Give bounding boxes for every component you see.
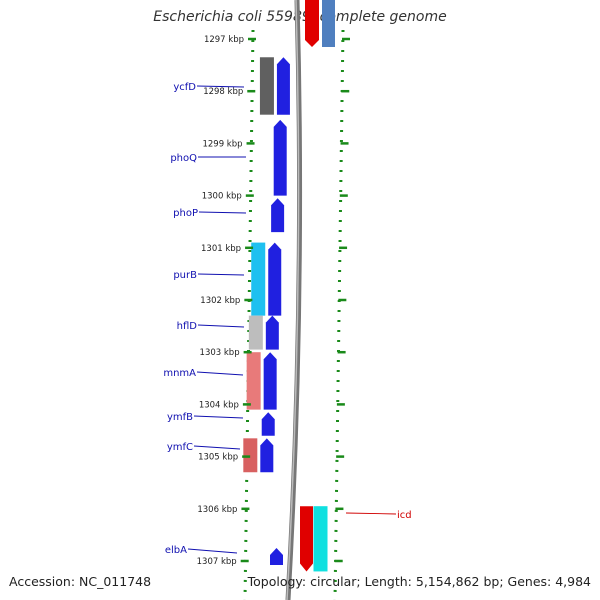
gene-label-ycfD[interactable]: ycfD: [173, 82, 196, 93]
gene-arrow-phoQ[interactable]: [273, 119, 287, 196]
gene-label-leader: [345, 512, 397, 515]
feature-block: [246, 352, 261, 410]
feature-blocks: [243, 0, 335, 572]
tick-label: 1303 kbp: [200, 348, 240, 358]
gene-arrow-ymfB[interactable]: [261, 412, 275, 436]
feature-block: [251, 242, 266, 316]
gene-arrow-phoP[interactable]: [271, 198, 285, 233]
topology-text: Topology: circular; Length: 5,154,862 bp…: [247, 574, 591, 589]
backbone-line: [285, 0, 303, 600]
gene-arrow-elbA[interactable]: [270, 548, 283, 565]
tick-label: 1305 kbp: [198, 453, 238, 463]
map-title: Escherichia coli 55989, complete genome: [153, 9, 447, 25]
tick-label: 1297 kbp: [204, 35, 244, 45]
top-feature-block-blue: [322, 0, 335, 47]
gene-arrow-mnmA[interactable]: [263, 352, 277, 410]
gene-label-leader: [193, 415, 244, 419]
tick-label: 1301 kbp: [201, 244, 241, 254]
gene-label-mnmA[interactable]: mnmA: [163, 368, 196, 379]
top-gene-arrow-red: [305, 0, 319, 47]
scale-ticks: 1297 kbp 1298 kbp 1299 kbp 1300 kbp 1301 kbp…: [197, 35, 350, 567]
genome-backbone: [285, 0, 303, 600]
tick-label: 1299 kbp: [202, 139, 242, 149]
gene-label-purB[interactable]: purB: [173, 270, 197, 281]
tick-label: 1298 kbp: [203, 87, 243, 97]
tick-label: 1302 kbp: [200, 296, 240, 306]
tick-label: 1304 kbp: [199, 400, 239, 410]
gene-labels: ycfD phoQ phoP purB hflD mnmA ymfB ymfC icd elbA: [163, 82, 411, 556]
gene-label-leader: [196, 85, 245, 88]
accession-text: Accession: NC_011748: [9, 574, 152, 589]
feature-block: [243, 438, 258, 473]
gene-label-phoQ[interactable]: phoQ: [170, 153, 197, 164]
backbone-highlight: [286, 0, 300, 600]
gene-label-ymfC[interactable]: ymfC: [167, 442, 193, 453]
tick-label: 1306 kbp: [197, 505, 237, 515]
gene-label-icd[interactable]: icd: [397, 510, 412, 521]
gene-arrow-purB[interactable]: [268, 242, 282, 316]
gene-arrow-ycfD[interactable]: [276, 57, 290, 115]
feature-block: [248, 315, 263, 350]
tick-label: 1300 kbp: [202, 192, 242, 202]
gene-label-hflD[interactable]: hflD: [177, 321, 198, 332]
gene-arrow-icd[interactable]: [300, 506, 313, 572]
gene-label-leader: [193, 445, 241, 450]
track-dot-line: [333, 29, 345, 600]
feature-block: [259, 57, 274, 115]
gene-label-leader: [198, 211, 247, 214]
gene-label-leader: [197, 324, 245, 328]
gene-arrow-hflD[interactable]: [265, 315, 279, 350]
gene-label-leader: [187, 548, 238, 554]
gene-label-ymfB[interactable]: ymfB: [167, 412, 193, 423]
tick-label: 1307 kbp: [197, 557, 237, 567]
gene-label-leader: [196, 371, 244, 376]
gene-arrows: [260, 57, 313, 572]
gene-label-leader: [197, 273, 245, 276]
feature-block: [313, 506, 328, 572]
gene-arrow-ymfC[interactable]: [260, 438, 274, 473]
gene-label-phoP[interactable]: phoP: [173, 208, 198, 219]
gene-label-elbA[interactable]: elbA: [165, 545, 187, 556]
